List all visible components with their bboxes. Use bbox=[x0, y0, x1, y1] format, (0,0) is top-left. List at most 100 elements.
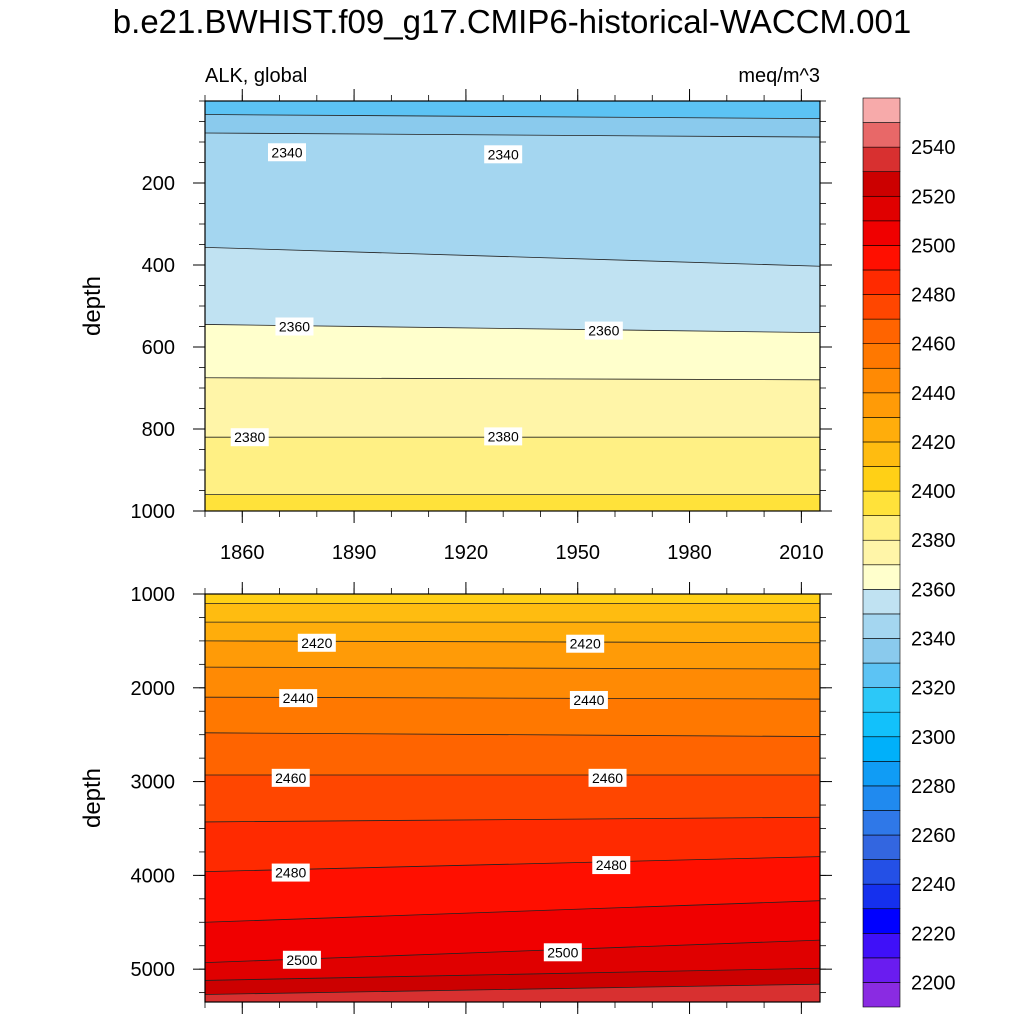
upper-band-2380 bbox=[205, 494, 820, 511]
upper-contour-line-2340 bbox=[205, 246, 820, 267]
colorbar-swatch bbox=[862, 269, 901, 295]
colorbar-swatch bbox=[862, 417, 901, 443]
upper-contour-line-2360 bbox=[205, 377, 820, 381]
lower-y-axis-label: depth bbox=[79, 768, 106, 828]
lower-y-tick-label: 1000 bbox=[131, 584, 176, 606]
colorbar-swatch bbox=[862, 392, 901, 418]
colorbar-swatch bbox=[862, 932, 901, 959]
svg-text:2340: 2340 bbox=[271, 144, 302, 160]
svg-text:2500: 2500 bbox=[286, 952, 317, 968]
colorbar: 2200 2220 2240 2260 2280 2300 2320 2340 2360 2380… bbox=[862, 97, 956, 1008]
svg-text:2420: 2420 bbox=[570, 636, 601, 652]
lower-contour-label: 2500 bbox=[282, 950, 321, 969]
svg-text:2460: 2460 bbox=[275, 770, 306, 786]
colorbar-swatch bbox=[862, 982, 901, 1008]
svg-text:2440: 2440 bbox=[283, 690, 314, 706]
colorbar-swatch bbox=[862, 687, 901, 713]
colorbar-swatch bbox=[862, 367, 901, 394]
lower-contour-label: 2420 bbox=[566, 634, 605, 653]
right-subtitle: meq/m^3 bbox=[738, 65, 820, 87]
colorbar-swatch bbox=[862, 441, 901, 467]
colorbar-swatch bbox=[862, 245, 901, 271]
colorbar-swatch bbox=[862, 662, 901, 688]
lower-contour-label: 2440 bbox=[569, 690, 608, 709]
lower-y-tick-label: 2000 bbox=[131, 678, 176, 700]
svg-text:2480: 2480 bbox=[596, 857, 627, 873]
colorbar-swatch bbox=[862, 318, 901, 344]
colorbar-tick-label: 2520 bbox=[911, 186, 956, 208]
svg-text:2360: 2360 bbox=[588, 323, 619, 339]
lower-y-tick-label: 5000 bbox=[131, 959, 176, 981]
upper-y-tick-label: 1000 bbox=[131, 501, 176, 523]
upper-band-2370 bbox=[205, 437, 820, 511]
colorbar-swatch bbox=[862, 957, 901, 983]
colorbar-swatch bbox=[862, 613, 901, 639]
svg-text:2340: 2340 bbox=[488, 146, 519, 162]
colorbar-swatch bbox=[862, 220, 901, 246]
svg-text:2380: 2380 bbox=[234, 429, 265, 445]
upper-y-tick-label: 200 bbox=[142, 173, 175, 195]
colorbar-swatch bbox=[862, 859, 901, 885]
colorbar-swatch bbox=[862, 171, 901, 197]
colorbar-swatch bbox=[862, 883, 901, 910]
lower-y-tick-label: 4000 bbox=[131, 865, 176, 887]
svg-text:2480: 2480 bbox=[275, 865, 306, 881]
lower-contour-label: 2460 bbox=[588, 768, 627, 787]
colorbar-tick-label: 2240 bbox=[911, 874, 956, 896]
lower-contour-label: 2480 bbox=[271, 863, 310, 882]
upper-x-tick-label: 1980 bbox=[667, 542, 712, 564]
lower-contour-line-2430 bbox=[205, 666, 820, 670]
upper-contour-label: 2360 bbox=[584, 321, 623, 340]
upper-x-tick-label: 1890 bbox=[332, 542, 377, 564]
colorbar-tick-label: 2420 bbox=[911, 432, 956, 454]
colorbar-tick-label: 2400 bbox=[911, 481, 956, 503]
colorbar-tick-label: 2340 bbox=[911, 628, 956, 650]
upper-y-tick-label: 800 bbox=[142, 419, 175, 441]
upper-x-tick-label: 1950 bbox=[555, 542, 600, 564]
lower-contour-line-2490 bbox=[205, 900, 820, 923]
lower-filled-bands bbox=[205, 594, 820, 1002]
colorbar-swatch bbox=[862, 539, 901, 566]
svg-text:2460: 2460 bbox=[592, 770, 623, 786]
lower-contour-label: 2500 bbox=[543, 943, 582, 962]
colorbar-tick-label: 2260 bbox=[911, 825, 956, 847]
colorbar-swatch bbox=[862, 785, 901, 811]
colorbar-swatch bbox=[862, 343, 901, 369]
svg-text:2420: 2420 bbox=[301, 635, 332, 651]
colorbar-swatch bbox=[862, 97, 901, 123]
colorbar-swatch bbox=[862, 564, 901, 590]
colorbar-swatch bbox=[862, 810, 901, 836]
colorbar-swatch bbox=[862, 834, 901, 860]
colorbar-swatch bbox=[862, 122, 901, 148]
svg-text:2500: 2500 bbox=[547, 944, 578, 960]
colorbar-tick-label: 2440 bbox=[911, 383, 956, 405]
colorbar-tick-label: 2460 bbox=[911, 334, 956, 356]
colorbar-tick-label: 2320 bbox=[911, 678, 956, 700]
svg-text:2380: 2380 bbox=[488, 428, 519, 444]
colorbar-tick-label: 2480 bbox=[911, 285, 956, 307]
lower-plot-frame bbox=[204, 593, 821, 1003]
upper-contour-line-2320 bbox=[205, 114, 820, 120]
colorbar-tick-label: 2220 bbox=[911, 923, 956, 945]
colorbar-swatch bbox=[862, 908, 901, 934]
upper-contour-label: 2380 bbox=[484, 427, 523, 446]
lower-contour-line-2450 bbox=[205, 732, 820, 737]
upper-contour-label: 2340 bbox=[268, 143, 306, 162]
chart-title: b.e21.BWHIST.f09_g17.CMIP6-historical-WA… bbox=[113, 3, 911, 40]
upper-contour-label: 2380 bbox=[230, 428, 269, 447]
lower-contour-line-2470 bbox=[205, 816, 820, 823]
upper-x-tick-label: 2010 bbox=[779, 542, 824, 564]
upper-y-tick-label: 400 bbox=[142, 255, 175, 277]
colorbar-swatch bbox=[862, 711, 901, 738]
upper-contour-line-2330 bbox=[205, 132, 820, 138]
svg-text:2440: 2440 bbox=[573, 692, 604, 708]
lower-contour-label: 2440 bbox=[279, 689, 318, 708]
lower-contour-label: 2420 bbox=[297, 633, 336, 652]
colorbar-tick-label: 2300 bbox=[911, 727, 956, 749]
colorbar-tick-label: 2380 bbox=[911, 530, 956, 552]
lower-contour-label: 2460 bbox=[271, 768, 310, 787]
upper-x-tick-label: 1920 bbox=[444, 542, 489, 564]
upper-contour-label: 2340 bbox=[484, 145, 523, 164]
colorbar-swatch bbox=[862, 761, 901, 787]
